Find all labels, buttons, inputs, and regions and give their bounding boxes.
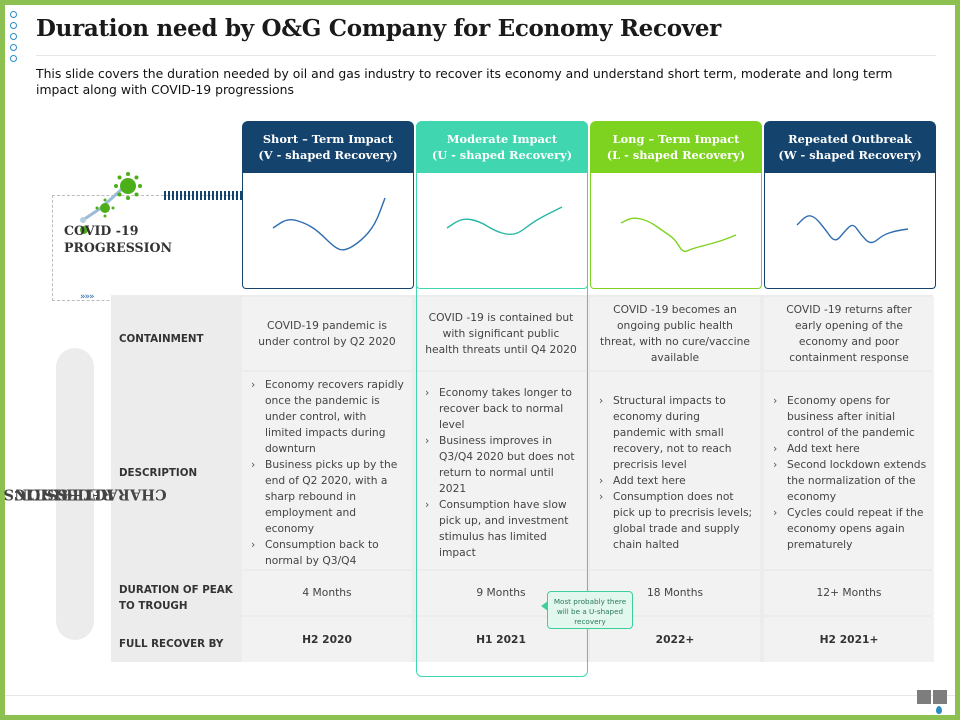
page-subtitle: This slide covers the duration needed by… (36, 66, 893, 97)
recession-characteristics-label: RECESSION CHARACTERISTICS (3, 485, 168, 503)
decor-dots-icon (10, 11, 18, 66)
recovery-curve-chart-3 (590, 173, 762, 289)
containment-text: COVID -19 is contained but with signific… (425, 310, 577, 356)
duration-cell-1: 4 Months (242, 571, 412, 615)
full-recover-text: H2 2021+ (819, 632, 879, 646)
covid-progression-label: COVID -19 PROGRESSION (64, 223, 173, 255)
column-header-3: Long – Term Impact (L - shaped Recovery) (590, 121, 762, 173)
containment-cell-1: COVID-19 pandemic is under control by Q2… (242, 297, 412, 370)
containment-text: COVID -19 becomes an ongoing public heal… (600, 302, 750, 364)
column-header-title: Repeated Outbreak (788, 132, 912, 146)
column-header-subtitle: (V - shaped Recovery) (258, 148, 398, 162)
containment-text: COVID-19 pandemic is under control by Q2… (258, 318, 396, 348)
containment-cell-3: COVID -19 becomes an ongoing public heal… (590, 297, 760, 370)
description-bullet: Business improves in Q3/Q4 2020 but does… (422, 433, 580, 497)
description-cell-3: Structural impacts to economy during pan… (590, 372, 760, 569)
description-bullet: Economy opens for business after initial… (770, 393, 928, 441)
description-bullet: Business picks up by the end of Q2 2020,… (248, 457, 406, 537)
arrows-icon: »»» (80, 292, 94, 302)
recovery-curve-chart-4 (764, 173, 936, 289)
title-divider (36, 55, 936, 56)
recovery-curve-chart-2 (416, 173, 588, 289)
footer-nav-icon (917, 689, 949, 708)
recovery-curve-line (620, 217, 737, 253)
column-header-title: Moderate Impact (446, 132, 558, 146)
column-header-title: Long – Term Impact (612, 132, 740, 146)
column-header-subtitle: (L - shaped Recovery) (606, 148, 746, 162)
description-bullet: Consumption back to normal by Q3/Q4 (248, 537, 406, 569)
progress-ticks (164, 191, 242, 200)
column-header-subtitle: (W - shaped Recovery) (778, 148, 922, 162)
recovery-curve-line (446, 206, 563, 236)
recession-table: CONTAINMENT DESCRIPTION DURATION OF PEAK… (111, 295, 934, 662)
duration-text: 4 Months (302, 586, 352, 599)
droplet-icon (936, 706, 942, 714)
u-shape-callout: Most probably there will be a U-shaped r… (541, 591, 633, 629)
full-recover-cell-1: H2 2020 (242, 617, 412, 662)
side-pill (56, 348, 94, 640)
description-cell-4: Economy opens for business after initial… (764, 372, 934, 569)
row-label-duration: DURATION OF PEAK TO TROUGH (119, 584, 233, 612)
description-bullet: Add text here (770, 441, 928, 457)
full-recover-text: H2 2020 (302, 632, 352, 646)
full-recover-text: H1 2021 (476, 632, 526, 646)
containment-cell-4: COVID -19 returns after early opening of… (764, 297, 934, 370)
duration-text: 18 Months (646, 586, 704, 599)
recovery-curve-line (272, 197, 386, 251)
duration-cell-4: 12+ Months (764, 571, 934, 615)
description-bullet: Second lockdown extends the normalizatio… (770, 457, 928, 505)
row-label-description: DESCRIPTION (119, 467, 198, 479)
column-header-4: Repeated Outbreak (W - shaped Recovery) (764, 121, 936, 173)
containment-cell-2: COVID -19 is contained but with signific… (416, 297, 586, 370)
description-bullet: Consumption does not pick up to precrisi… (596, 489, 754, 553)
description-bullet: Structural impacts to economy during pan… (596, 393, 754, 473)
description-bullet: Cycles could repeat if the economy opens… (770, 505, 928, 553)
column-header-subtitle: (U - shaped Recovery) (431, 148, 573, 162)
containment-text: COVID -19 returns after early opening of… (786, 302, 912, 364)
virus-icon (80, 172, 142, 234)
full-recover-text: 2022+ (655, 632, 695, 646)
row-label-containment: CONTAINMENT (119, 333, 204, 345)
description-cell-2: Economy takes longer to recover back to … (416, 372, 586, 569)
column-header-2: Moderate Impact (U - shaped Recovery) (416, 121, 588, 173)
description-bullet: Consumption have slow pick up, and inves… (422, 497, 580, 561)
description-bullet: Economy takes longer to recover back to … (422, 385, 580, 433)
duration-text: 9 Months (476, 586, 526, 599)
column-header-1: Short – Term Impact (V - shaped Recovery) (242, 121, 414, 173)
footer-divider (5, 695, 955, 696)
description-cell-1: Economy recovers rapidly once the pandem… (242, 372, 412, 569)
page-title: Duration need by O&G Company for Economy… (36, 15, 721, 42)
full-recover-cell-4: H2 2021+ (764, 617, 934, 662)
column-header-title: Short – Term Impact (262, 132, 394, 146)
recovery-curve-chart-1 (242, 173, 414, 289)
duration-text: 12+ Months (816, 586, 882, 599)
row-label-full-recover: FULL RECOVER BY (119, 638, 224, 650)
description-bullet: Add text here (596, 473, 754, 489)
slide: Duration need by O&G Company for Economy… (3, 5, 955, 715)
recovery-curve-line (796, 215, 909, 244)
description-bullet: Economy recovers rapidly once the pandem… (248, 377, 406, 457)
